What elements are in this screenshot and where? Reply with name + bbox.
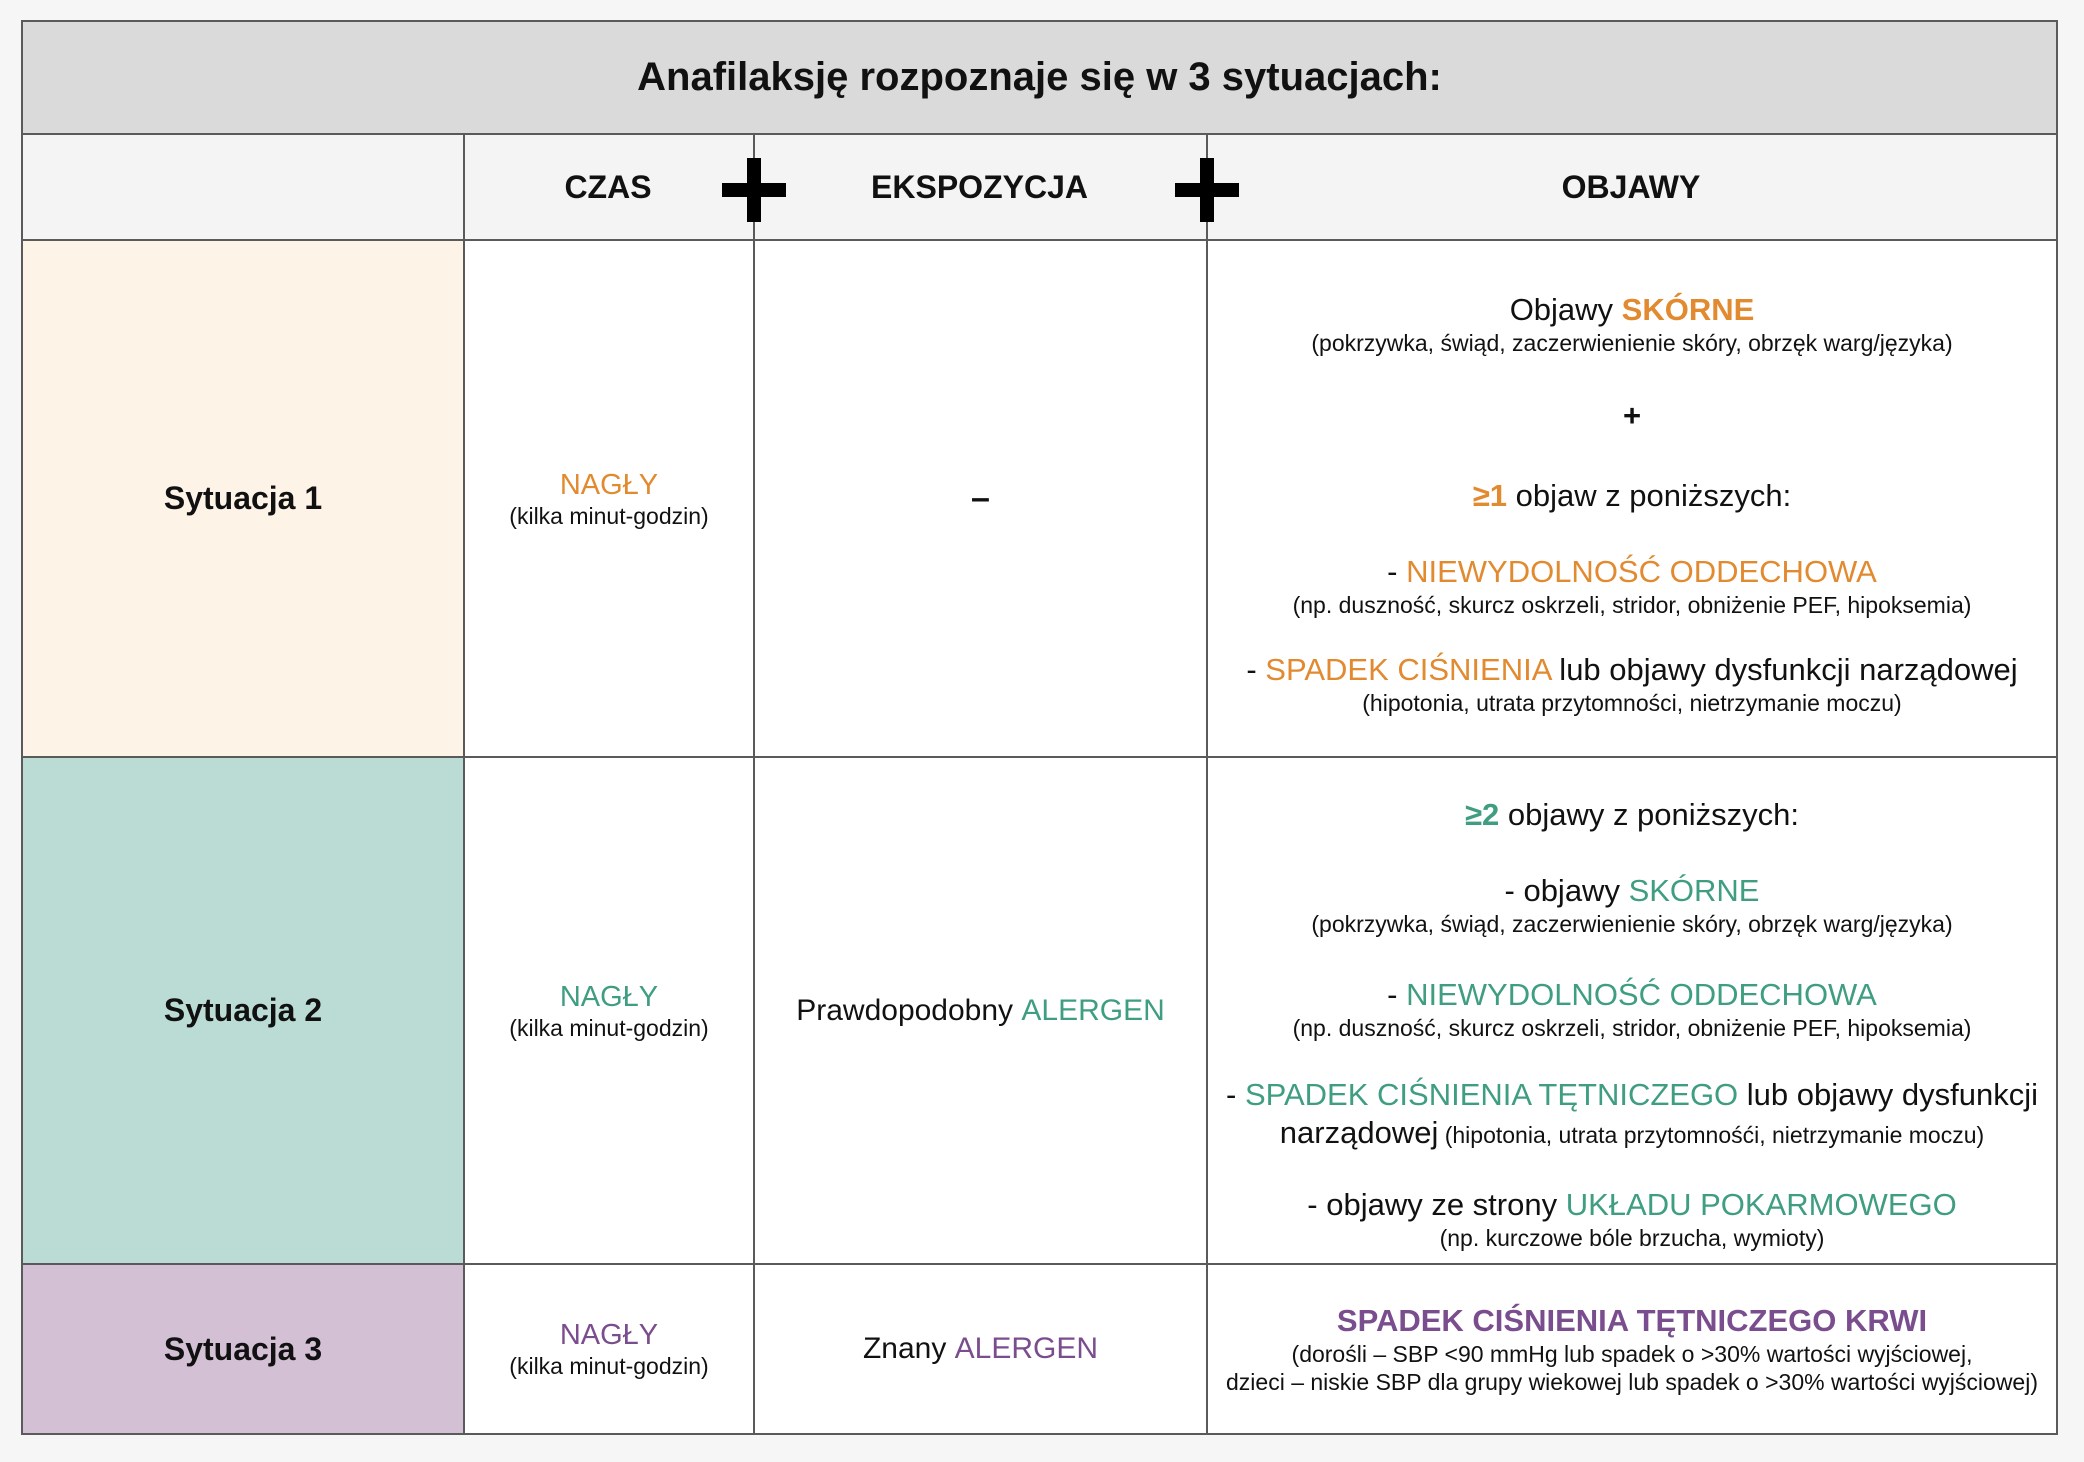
row2-obj-l4sub: (hipotonia, utrata przytomnośći, nietrzy… <box>1438 1122 1985 1148</box>
row2-obj-l5b: UKŁADU POKARMOWEGO <box>1565 1187 1957 1222</box>
grid-line-v3 <box>1206 135 1208 1433</box>
row2-czas-label: NAGŁY <box>559 980 659 1013</box>
row3-obj-l3: dzieci – niskie SBP dla grupy wiekowej l… <box>1226 1369 2038 1395</box>
row1-obj-l3b: NIEWYDOLNOŚĆ ODDECHOWA <box>1406 554 1877 589</box>
row3-czas-sub: (kilka minut-godzin) <box>509 1353 709 1379</box>
row1-obj-l1sub: (pokrzywka, świąd, zaczerwienienie skóry… <box>1311 330 1953 356</box>
row2-ekspozycja: Prawdopodobny ALERGEN <box>755 758 1206 1263</box>
row2-obj-l3a: - <box>1387 977 1407 1012</box>
row3-czas: NAGŁY (kilka minut-godzin) <box>465 1265 753 1433</box>
header-objawy: OBJAWY <box>1206 135 2056 241</box>
row2-obj-l4a: - <box>1226 1077 1245 1112</box>
plus-icon <box>722 158 786 222</box>
grid-line-h1 <box>23 756 2056 758</box>
row1-obj-l4a: - <box>1246 652 1266 687</box>
row2-obj-l4d: narządowej <box>1279 1115 1439 1150</box>
grid-line-v1 <box>463 135 465 1433</box>
row2-obj-l2b: SKÓRNE <box>1628 873 1760 908</box>
criteria-table: Anafilaksję rozpoznaje się w 3 sytuacjac… <box>21 20 2058 1435</box>
grid-line-v2 <box>753 135 755 1433</box>
grid-line-h2 <box>23 1263 2056 1265</box>
row2-obj-l4b: SPADEK CIŚNIENIA TĘTNICZEGO <box>1244 1077 1739 1112</box>
row2-obj-l4c: lub objawy dysfunkcji <box>1738 1077 2038 1112</box>
row-label-3: Sytuacja 3 <box>23 1265 463 1433</box>
row1-obj-l1a: Objawy <box>1509 292 1622 327</box>
row2-czas: NAGŁY (kilka minut-godzin) <box>465 758 753 1263</box>
row2-obj-l5a: - objawy ze strony <box>1307 1187 1566 1222</box>
row1-czas-sub: (kilka minut-godzin) <box>509 502 709 529</box>
row2-czas-sub: (kilka minut-godzin) <box>509 1014 709 1041</box>
row3-obj-l1: SPADEK CIŚNIENIA TĘTNICZEGO KRWI <box>1336 1303 1928 1338</box>
row1-obj-l2b: objaw z poniższych: <box>1506 478 1792 513</box>
row1-obj-l3a: - <box>1387 554 1407 589</box>
row2-obj-l1a: ≥2 <box>1464 797 1500 832</box>
row2-obj-l2sub: (pokrzywka, świąd, zaczerwienienie skóry… <box>1311 911 1953 937</box>
header-ekspozycja: EKSPOZYCJA <box>753 135 1206 241</box>
row2-eksp-a: Prawdopodobny <box>796 993 1022 1027</box>
row3-czas-label: NAGŁY <box>559 1319 659 1351</box>
row1-obj-l1b: SKÓRNE <box>1621 292 1755 327</box>
header-czas: CZAS <box>463 135 753 241</box>
row3-eksp-a: Znany <box>862 1332 955 1365</box>
row2-obj-l3sub: (np. duszność, skurcz oskrzeli, stridor,… <box>1292 1015 1972 1041</box>
row3-objawy: SPADEK CIŚNIENIA TĘTNICZEGO KRWI (dorośl… <box>1208 1265 2056 1433</box>
row-label-2: Sytuacja 2 <box>23 758 463 1263</box>
row1-ekspozycja: – <box>971 479 990 517</box>
row1-czas-label: NAGŁY <box>559 468 659 501</box>
row2-obj-l3b: NIEWYDOLNOŚĆ ODDECHOWA <box>1406 977 1877 1012</box>
table-title: Anafilaksję rozpoznaje się w 3 sytuacjac… <box>23 22 2056 135</box>
row2-obj-l2a: - objawy <box>1504 873 1629 908</box>
row2-eksp-b: ALERGEN <box>1021 993 1165 1027</box>
row1-obj-l4b: SPADEK CIŚNIENIA <box>1265 652 1551 687</box>
row2-obj-l1b: objawy z poniższych: <box>1499 797 1800 832</box>
row1-objawy: Objawy SKÓRNE (pokrzywka, świąd, zaczerw… <box>1208 241 2056 756</box>
row1-obj-l2a: ≥1 <box>1472 478 1507 513</box>
header-empty-cell <box>23 135 463 241</box>
row2-objawy: ≥2 objawy z poniższych: - objawy SKÓRNE … <box>1208 758 2056 1263</box>
row3-ekspozycja: Znany ALERGEN <box>755 1265 1206 1433</box>
row1-obj-l4sub: (hipotonia, utrata przytomności, nietrzy… <box>1362 690 1902 716</box>
row1-czas: NAGŁY (kilka minut-godzin) <box>465 241 753 756</box>
row-label-1: Sytuacja 1 <box>23 241 463 756</box>
row2-obj-l5sub: (np. kurczowe bóle brzucha, wymioty) <box>1439 1225 1825 1251</box>
row3-eksp-b: ALERGEN <box>954 1332 1099 1365</box>
plus-icon <box>1175 158 1239 222</box>
row3-obj-l2: (dorośli – SBP <90 mmHg lub spadek o >30… <box>1291 1341 1973 1367</box>
row1-obj-plus: + <box>1622 398 1642 433</box>
row1-obj-l4c: lub objawy dysfunkcji narządowej <box>1550 652 2018 687</box>
row1-obj-l3sub: (np. duszność, skurcz oskrzeli, stridor,… <box>1292 592 1972 618</box>
